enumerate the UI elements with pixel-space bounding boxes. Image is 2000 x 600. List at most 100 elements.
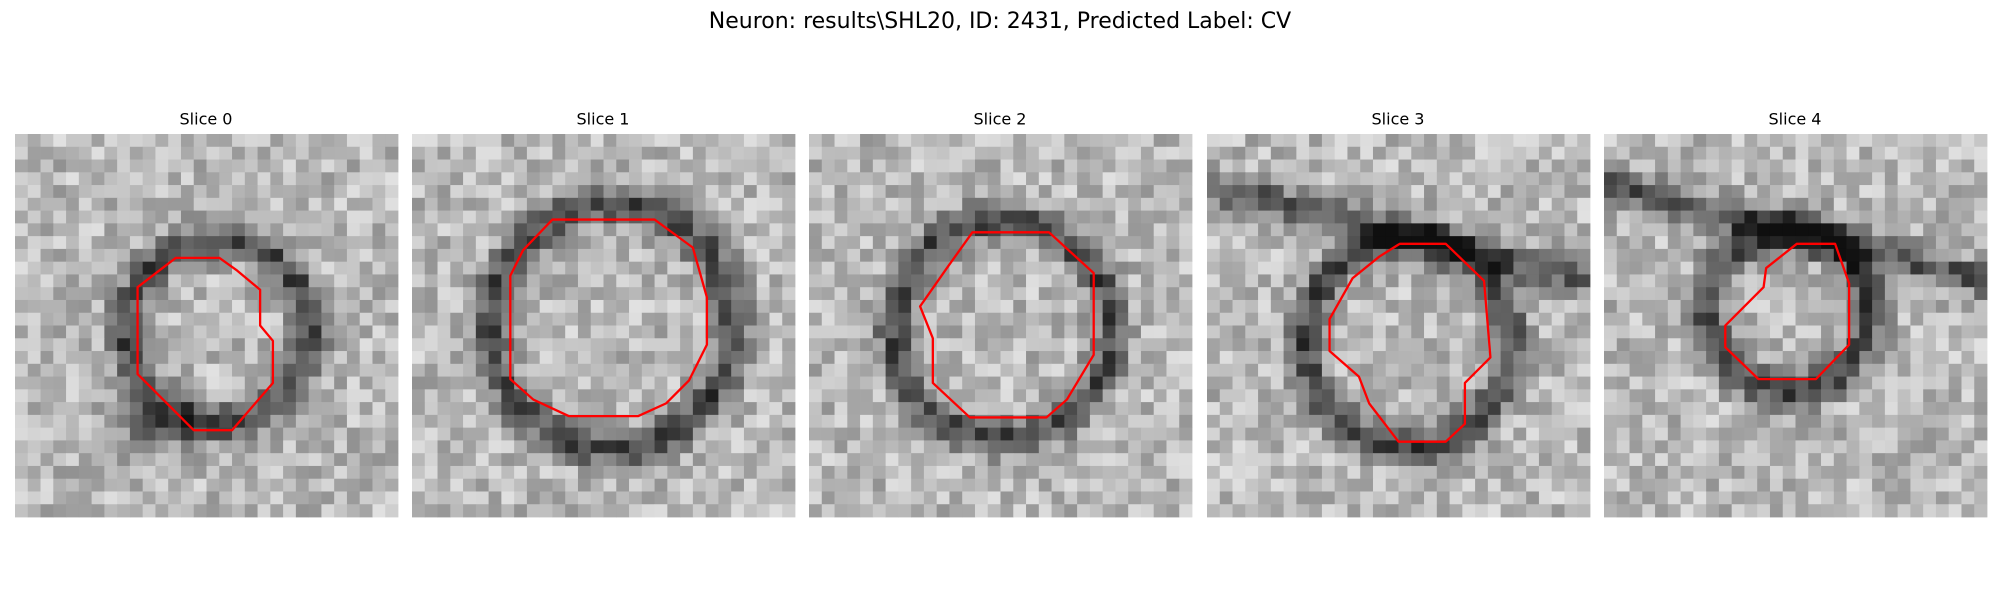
image-pixel [283,172,297,186]
image-pixel [1680,274,1694,288]
image-pixel [731,236,745,250]
image-pixel [743,159,758,173]
panel-title: Slice 1 [577,110,630,129]
image-pixel [1102,504,1116,518]
image-pixel [1884,248,1899,263]
image-pixel [1140,465,1155,480]
image-pixel [1680,325,1694,339]
image-pixel [475,491,489,505]
image-pixel [1449,134,1463,148]
image-pixel [1089,274,1104,288]
image-pixel [1089,287,1104,301]
image-pixel [15,465,29,480]
image-pixel [1718,465,1733,480]
contour [509,218,709,418]
image-pixel [987,504,1001,518]
image-pixel [1706,491,1720,505]
image-pixel [590,414,604,429]
image-pixel [1757,287,1771,301]
image-pixel [692,146,707,160]
image-pixel [412,248,426,263]
image-pixel [1411,491,1425,505]
image-pixel [155,478,169,492]
image-pixel [168,312,182,326]
image-pixel [1258,465,1272,480]
image-pixel [680,440,694,454]
image-pixel [193,210,207,224]
image-pixel [1013,146,1027,160]
image-pixel [1642,453,1656,467]
image-pixel [1821,197,1835,211]
image-pixel [667,338,681,352]
image-pixel [1334,274,1348,288]
image-pixel [1538,427,1553,441]
image-pixel [1372,453,1387,467]
image-pixel [1808,402,1822,416]
image-pixel [142,223,156,237]
image-pixel [1948,414,1962,429]
image-pixel [629,146,643,160]
image-pixel [1064,465,1078,480]
image-pixel [450,402,464,416]
image-pixel [962,325,976,339]
image-pixel [1680,427,1694,441]
image-pixel [129,261,144,275]
image-pixel [1897,440,1911,454]
image-pixel [1693,197,1707,211]
image-pixel [949,414,963,429]
image-pixel [1462,363,1476,377]
image-pixel [552,185,566,199]
image-pixel [424,299,438,314]
image-pixel [962,312,976,326]
image-pixel [1551,312,1565,326]
image-pixel [1910,325,1924,339]
image-pixel [936,312,950,326]
image-pixel [539,223,553,237]
image-pixel [321,197,335,211]
image-pixel [1731,414,1745,429]
image-pixel [283,274,297,288]
image-pixel [1179,274,1193,288]
image-pixel [1500,504,1514,518]
image-pixel [424,465,438,480]
image-pixel [718,236,732,250]
image-pixel [1140,478,1155,492]
image-pixel [1642,478,1656,492]
image-pixel [629,376,643,390]
image-pixel [1923,236,1937,250]
image-pixel [809,376,823,390]
image-pixel [1782,197,1796,211]
image-pixel [193,274,207,288]
image-pixel [424,312,438,326]
image-pixel [898,236,912,250]
image-pixel [1207,440,1221,454]
image-pixel [667,351,681,365]
image-pixel [168,363,182,377]
image-pixel [1334,236,1348,250]
image-pixel [1564,389,1578,403]
image-pixel [1821,491,1835,505]
image-pixel [1693,261,1707,275]
image-pixel [1642,159,1656,173]
image-pixel [1577,351,1591,365]
image-pixel [295,197,310,211]
image-pixel [1538,223,1553,237]
image-pixel [1385,440,1399,454]
image-pixel [1935,427,1950,441]
image-pixel [283,389,297,403]
image-pixel [616,236,630,250]
image-pixel [1347,210,1361,224]
image-pixel [1372,299,1387,314]
image-pixel [1385,261,1399,275]
image-pixel [1207,185,1221,199]
image-pixel [1846,210,1860,224]
image-pixel [1513,338,1527,352]
image-pixel [526,453,541,467]
image-pixel [193,299,207,314]
image-pixel [1013,261,1027,275]
image-pixel [219,134,233,148]
image-pixel [1935,414,1950,429]
image-pixel [450,159,464,173]
image-pixel [1398,389,1412,403]
image-pixel [1475,248,1489,263]
